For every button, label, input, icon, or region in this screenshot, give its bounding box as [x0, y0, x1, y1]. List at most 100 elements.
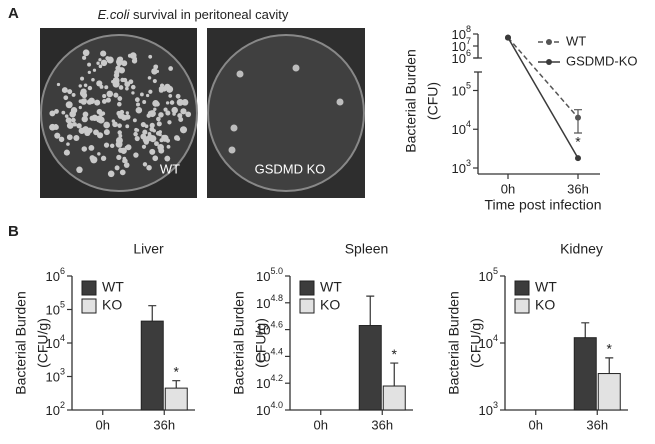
- colony: [66, 122, 74, 129]
- colony: [65, 101, 73, 109]
- colony: [82, 98, 87, 103]
- colony: [124, 81, 131, 88]
- colony: [134, 97, 140, 103]
- tick-base: 10: [256, 403, 270, 418]
- colony: [168, 94, 173, 98]
- colony: [81, 115, 88, 123]
- colony: [90, 156, 98, 164]
- colony: [81, 146, 88, 152]
- colony: [158, 147, 165, 154]
- annotation: *: [607, 341, 613, 357]
- colony: [103, 121, 111, 129]
- colony: [97, 152, 101, 156]
- colony: [78, 105, 82, 110]
- colony: [118, 85, 124, 90]
- tick-base: 10: [256, 323, 270, 338]
- y-axis-label: Bacterial Burden: [13, 291, 29, 395]
- colony: [151, 68, 158, 75]
- colony: [172, 112, 176, 116]
- colony: [168, 66, 174, 71]
- tick-exponent: 6: [466, 48, 471, 58]
- legend-label: KO: [102, 297, 122, 313]
- colony: [166, 144, 171, 149]
- legend-swatch: [514, 298, 530, 314]
- colony: [116, 154, 122, 161]
- colony: [132, 118, 137, 123]
- colony: [131, 91, 135, 95]
- y-tick-label: 102: [46, 400, 65, 418]
- colony: [61, 110, 66, 115]
- point: [575, 114, 581, 121]
- colony: [163, 107, 168, 112]
- error-bar: [605, 357, 614, 374]
- colony: [63, 149, 70, 156]
- colony: [156, 116, 161, 122]
- colony: [106, 56, 114, 64]
- colony: [180, 108, 187, 115]
- colony: [117, 123, 122, 128]
- chart-title: Liver: [133, 241, 164, 257]
- y-tick-label: 103: [452, 158, 471, 176]
- panel-label: A: [8, 5, 19, 22]
- bar: [358, 325, 382, 411]
- colony: [99, 112, 103, 117]
- colony: [140, 92, 144, 97]
- legend-swatch: [81, 298, 97, 314]
- y-tick-label: 106: [452, 48, 471, 66]
- colony: [130, 84, 136, 90]
- colony: [71, 92, 76, 97]
- colony: [134, 127, 139, 132]
- x-tick-label: 0h: [314, 417, 328, 432]
- colony: [100, 59, 108, 67]
- annotation: *: [392, 346, 398, 362]
- tick-base: 10: [452, 39, 466, 54]
- colony: [177, 113, 183, 119]
- tick-base: 10: [479, 336, 493, 351]
- colony: [54, 108, 59, 114]
- colony: [149, 148, 156, 155]
- tick-exponent: 4.8: [270, 293, 283, 303]
- tick-exponent: 3: [466, 158, 471, 168]
- colony: [96, 61, 100, 65]
- colony: [114, 165, 120, 171]
- colony: [129, 52, 137, 59]
- colony: [179, 126, 188, 134]
- colony: [63, 95, 69, 101]
- colony: [176, 136, 181, 141]
- colony: [54, 132, 61, 139]
- y-tick-label: 103: [46, 367, 65, 385]
- colony: [119, 109, 125, 115]
- tick-exponent: 5: [466, 81, 471, 91]
- colony: [124, 145, 128, 150]
- colony: [185, 111, 192, 118]
- panel-label: B: [8, 223, 19, 240]
- colony: [154, 141, 159, 147]
- point: [575, 155, 581, 162]
- chart-title: Spleen: [345, 241, 389, 257]
- colony: [173, 108, 178, 113]
- tick-base: 10: [256, 377, 270, 392]
- legend-swatch: [514, 280, 530, 296]
- tick-base: 10: [46, 370, 60, 385]
- x-tick-label: 36h: [567, 181, 589, 196]
- colony: [79, 90, 87, 97]
- colony: [73, 134, 80, 141]
- colony: [142, 100, 147, 105]
- y-tick-label: 104.4: [256, 347, 283, 365]
- colony: [169, 100, 175, 105]
- colony: [236, 70, 244, 78]
- colony: [64, 114, 69, 118]
- x-tick-label: 0h: [96, 417, 110, 432]
- legend-swatch: [81, 280, 97, 296]
- error-bar: [148, 305, 157, 322]
- image-title-text: survival in peritoneal cavity: [133, 7, 289, 22]
- tick-base: 10: [452, 84, 466, 99]
- y-tick-label: 103: [479, 400, 498, 418]
- colony: [133, 152, 139, 158]
- colony: [78, 84, 82, 88]
- colony: [113, 92, 119, 98]
- colony: [91, 77, 95, 82]
- tick-exponent: 3: [60, 367, 65, 377]
- series-line: [507, 37, 579, 119]
